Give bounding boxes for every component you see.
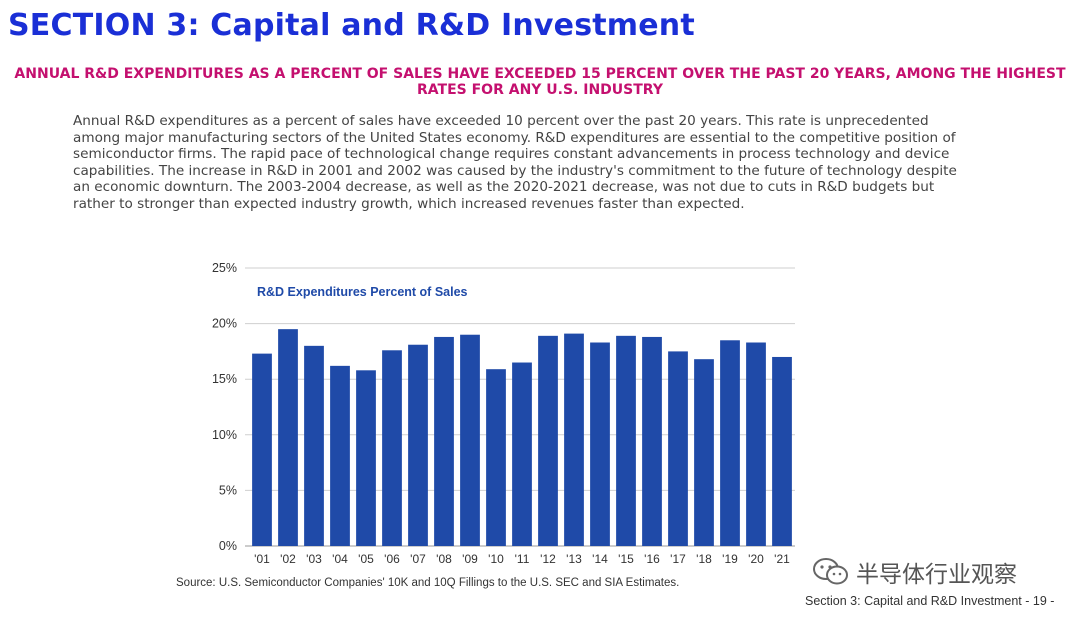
bar — [382, 350, 402, 546]
x-tick-labels: '01 '02 '03 '04 '05 '06 '07 '08 '09 '10 '11 '12 '13 '… — [254, 552, 790, 566]
bar — [538, 335, 558, 546]
source-note: Source: U.S. Semiconductor Companies' 10… — [176, 577, 680, 589]
x-tick-label: '03 — [306, 552, 322, 566]
bar-chart-svg: 25%20%15%10%5%0% '01'02'03'04'05'06'07'0… — [212, 261, 795, 566]
bar — [408, 344, 428, 546]
x-tick-label: '17 — [670, 552, 686, 566]
wechat-icon — [813, 558, 848, 585]
x-tick-label: '13 — [566, 552, 582, 566]
y-tick-labels: 25% 20% 15% 10% 5% 0% — [212, 261, 237, 553]
x-tick-label: '14 — [592, 552, 608, 566]
bar — [356, 370, 376, 546]
bar — [564, 333, 584, 546]
x-tick-label: '21 — [774, 552, 790, 566]
x-tick-label: '06 — [384, 552, 400, 566]
x-tick-label: '15 — [618, 552, 634, 566]
x-tick-label: '05 — [358, 552, 374, 566]
bar — [460, 334, 480, 546]
x-tick-label: '02 — [280, 552, 296, 566]
bars — [252, 329, 792, 546]
y-tick-label: 25% — [212, 261, 237, 275]
x-tick-label: '10 — [488, 552, 504, 566]
x-tick-label: '08 — [436, 552, 452, 566]
x-tick-label: '16 — [644, 552, 660, 566]
bar — [746, 342, 766, 546]
bar — [304, 345, 324, 546]
bar — [278, 329, 298, 546]
bar — [616, 335, 636, 546]
watermark-label: 半导体行业观察 — [856, 562, 1017, 588]
bar — [668, 351, 688, 546]
chart: 25% 20% 15% 10% 5% 0% '01'02'03'04'05'06'07'0… — [195, 255, 805, 573]
bar — [772, 356, 792, 546]
bar — [642, 336, 662, 546]
bar — [512, 362, 532, 546]
y-tick-label: 10% — [212, 428, 237, 442]
footer-text: Section 3: Capital and R&D Investment — [805, 594, 1022, 608]
y-tick-label: 0% — [219, 539, 237, 553]
y-tick-label: 15% — [212, 372, 237, 386]
bar — [694, 359, 714, 546]
y-tick-label: 20% — [212, 317, 237, 331]
page-number: - 19 - — [1025, 594, 1055, 608]
x-tick-label: '09 — [462, 552, 478, 566]
y-tick-label: 5% — [219, 483, 237, 497]
x-tick-label: '01 — [254, 552, 270, 566]
bar — [330, 365, 350, 546]
x-tick-label: '04 — [332, 552, 348, 566]
bar — [720, 340, 740, 546]
x-tick-label: '20 — [748, 552, 764, 566]
page-footer: Section 3: Capital and R&D Investment - … — [805, 594, 1075, 608]
bar — [434, 336, 454, 546]
x-tick-label: '11 — [515, 552, 530, 566]
x-tick-label: '19 — [722, 552, 738, 566]
bar — [486, 369, 506, 546]
x-tick-label: '18 — [696, 552, 712, 566]
section-title: SECTION 3: Capital and R&D Investment — [8, 8, 695, 43]
x-tick-label: '12 — [540, 552, 556, 566]
bar — [590, 342, 610, 546]
chart-title: R&D Expenditures Percent of Sales — [257, 285, 468, 299]
bar — [252, 353, 272, 546]
body-text: Annual R&D expenditures as a percent of … — [73, 113, 957, 212]
headline: ANNUAL R&D EXPENDITURES AS A PERCENT OF … — [14, 66, 1066, 98]
x-tick-label: '07 — [410, 552, 426, 566]
watermark: 半导体行业观察 — [812, 553, 1062, 591]
